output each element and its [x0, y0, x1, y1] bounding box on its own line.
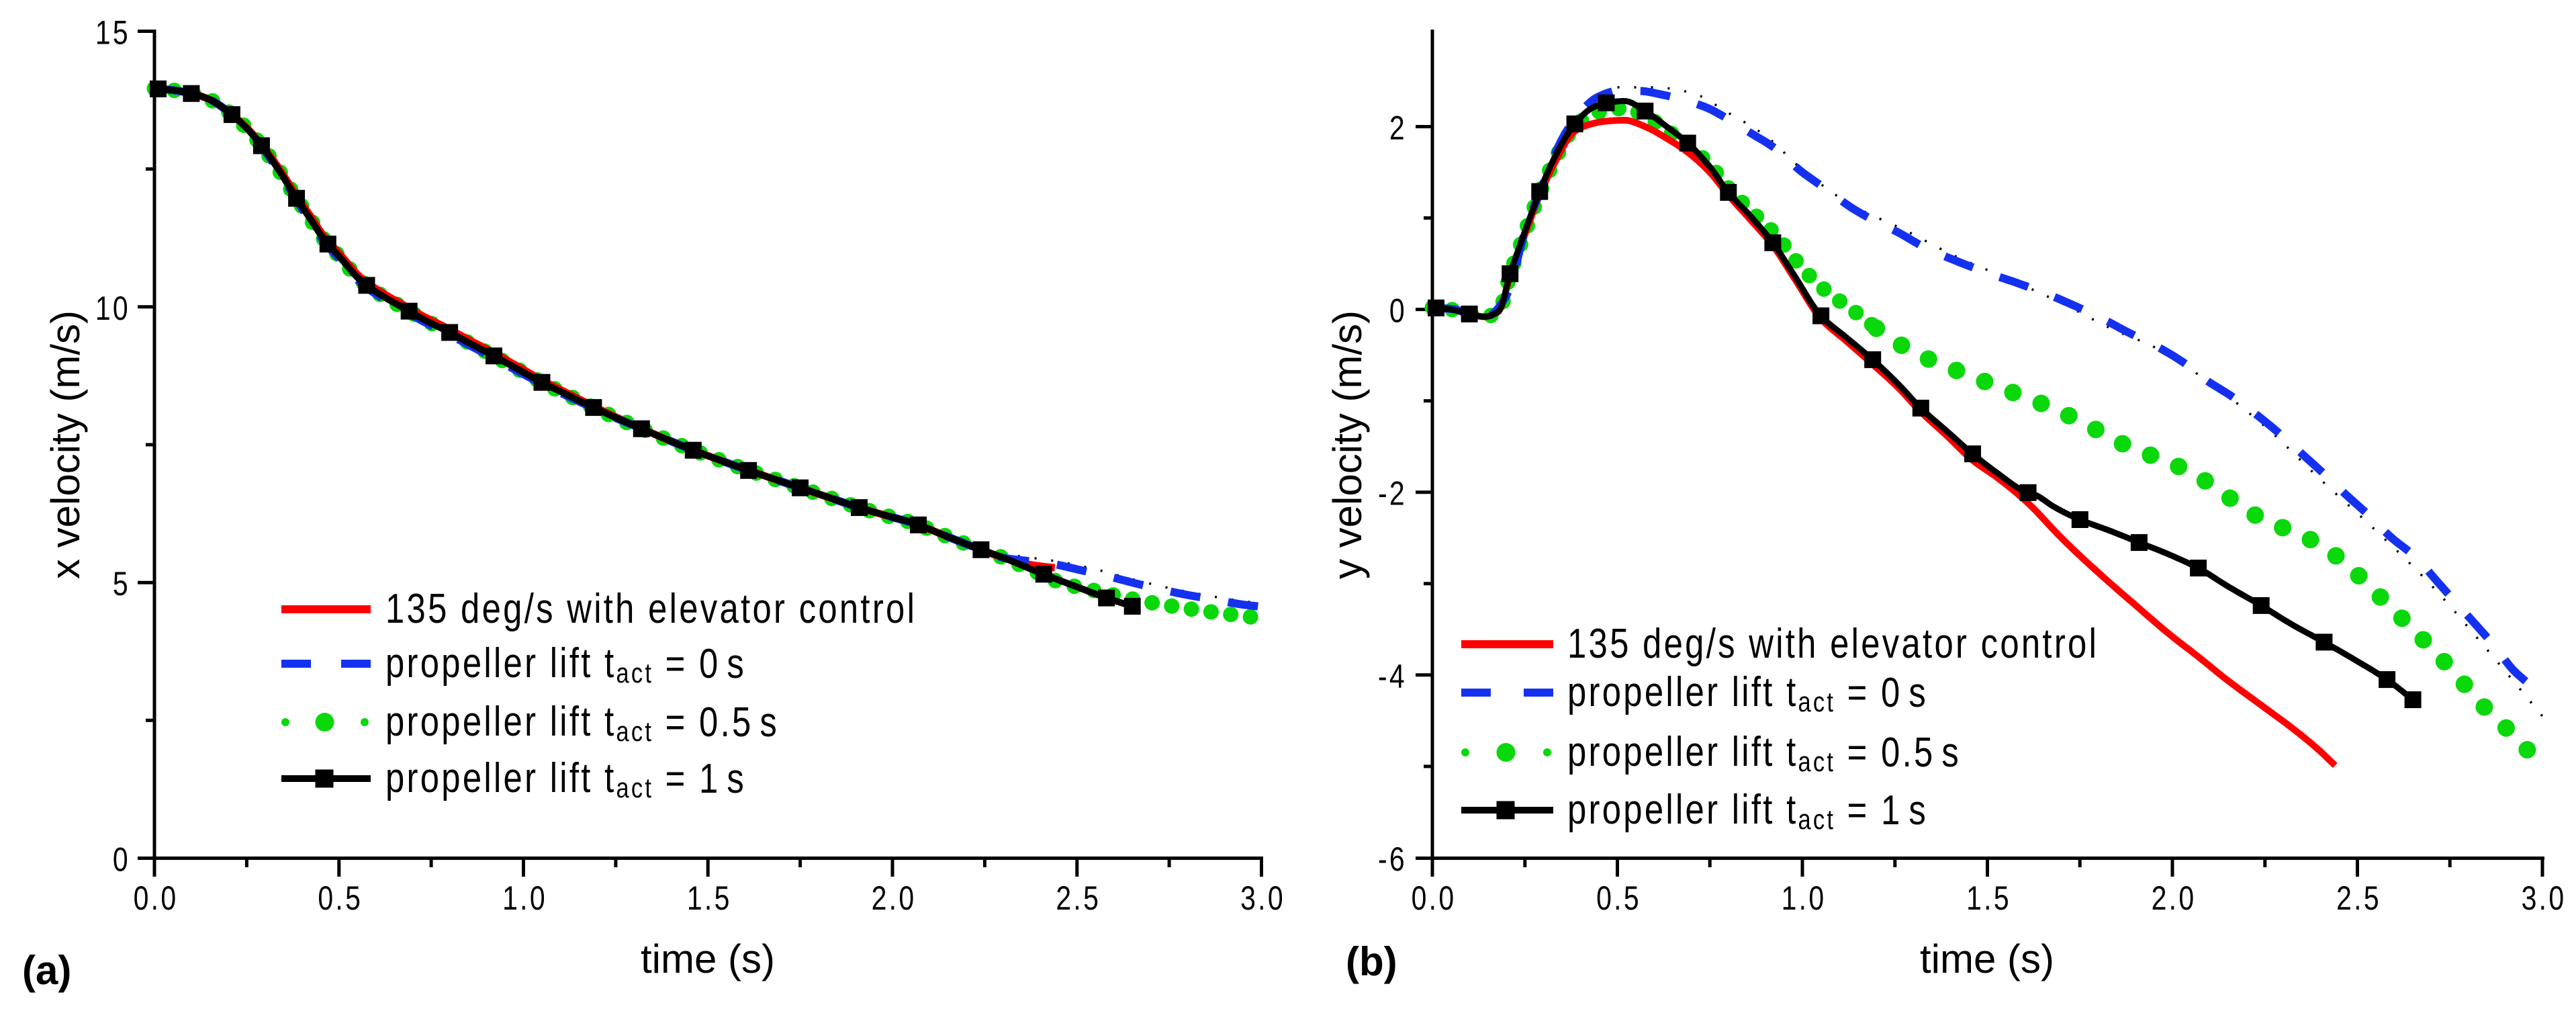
svg-text:propeller lift tact = 0.5s: propeller lift tact = 0.5 s — [1567, 730, 1961, 778]
svg-text:10: 10 — [95, 290, 130, 327]
svg-text:0: 0 — [1389, 292, 1407, 330]
svg-text:time (s): time (s) — [641, 936, 775, 981]
svg-text:1.5: 1.5 — [1966, 879, 2011, 917]
svg-text:2.0: 2.0 — [2152, 879, 2197, 917]
svg-text:propeller lift tact = 0s: propeller lift tact = 0s — [385, 641, 746, 689]
svg-text:(a): (a) — [22, 948, 71, 993]
svg-text:2.0: 2.0 — [872, 879, 917, 917]
svg-text:0.5: 0.5 — [1596, 879, 1641, 917]
svg-text:135 deg/s with elevator contro: 135 deg/s with elevator control — [1567, 621, 2099, 668]
svg-text:0.0: 0.0 — [134, 879, 179, 917]
svg-text:1.5: 1.5 — [687, 879, 732, 917]
svg-text:2.5: 2.5 — [2336, 879, 2381, 917]
svg-text:1.0: 1.0 — [1782, 879, 1827, 917]
svg-text:-4: -4 — [1378, 658, 1407, 695]
svg-text:3.0: 3.0 — [1240, 879, 1285, 917]
svg-text:2.5: 2.5 — [1056, 879, 1101, 917]
svg-text:15: 15 — [95, 14, 130, 52]
svg-text:-6: -6 — [1378, 840, 1407, 878]
svg-text:propeller lift tact = 1s: propeller lift tact = 1s — [1567, 787, 1928, 836]
svg-text:propeller lift tact = 0.5s: propeller lift tact = 0.5 s — [385, 699, 779, 748]
svg-text:135 deg/s with elevator contro: 135 deg/s with elevator control — [385, 586, 917, 633]
svg-text:propeller lift tact = 0s: propeller lift tact = 0s — [1567, 670, 1928, 718]
svg-text:0.5: 0.5 — [318, 879, 363, 917]
svg-text:3.0: 3.0 — [2522, 879, 2567, 917]
svg-text:5: 5 — [113, 565, 130, 603]
svg-text:y velocity (m/s): y velocity (m/s) — [1325, 310, 1370, 579]
svg-text:propeller lift tact = 1s: propeller lift tact = 1s — [385, 756, 746, 804]
svg-text:0.0: 0.0 — [1412, 879, 1457, 917]
svg-text:(b): (b) — [1346, 939, 1397, 984]
svg-text:x velocity (m/s): x velocity (m/s) — [43, 310, 88, 579]
svg-text:2: 2 — [1389, 109, 1407, 147]
svg-text:time (s): time (s) — [1920, 936, 2054, 981]
svg-text:-2: -2 — [1378, 475, 1407, 513]
svg-text:1.0: 1.0 — [502, 879, 547, 917]
svg-text:0: 0 — [113, 841, 130, 879]
